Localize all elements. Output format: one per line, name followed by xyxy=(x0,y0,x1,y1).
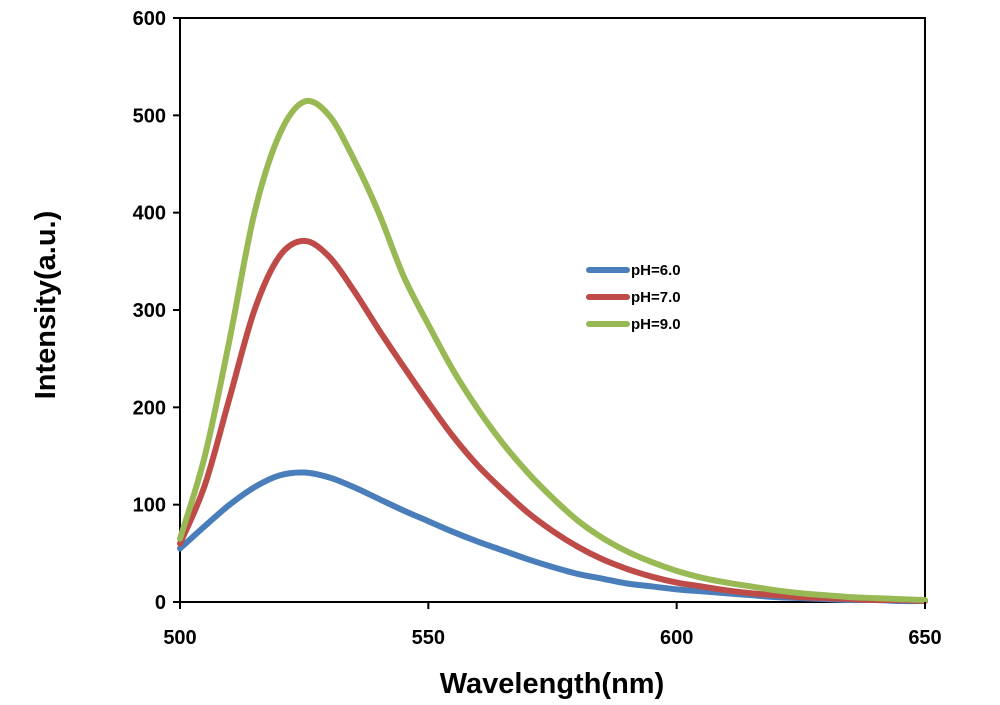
x-axis-title: Wavelength(nm) xyxy=(440,668,664,700)
x-tick-label: 650 xyxy=(908,627,941,649)
y-axis-title: Intensity(a.u.) xyxy=(30,211,62,400)
x-axis: 500 550 600 650 xyxy=(163,602,942,649)
y-tick-label: 100 xyxy=(133,495,166,517)
y-tick-label: 200 xyxy=(133,397,166,419)
legend-label: pH=9.0 xyxy=(631,316,681,333)
x-tick-label: 500 xyxy=(163,627,196,649)
y-tick-label: 500 xyxy=(133,105,166,127)
y-tick-label: 0 xyxy=(155,592,166,614)
plot-border xyxy=(179,17,926,603)
legend-label: pH=6.0 xyxy=(631,262,681,279)
y-tick-label: 400 xyxy=(133,203,166,225)
x-tick-label: 550 xyxy=(412,627,445,649)
series-line-3 xyxy=(177,97,928,604)
y-axis: 0 100 200 300 400 500 600 xyxy=(133,8,180,614)
series-layer xyxy=(177,97,928,605)
series-line-2 xyxy=(177,237,928,605)
legend: pH=6.0 pH=7.0 pH=9.0 xyxy=(586,262,681,333)
legend-label: pH=7.0 xyxy=(631,289,681,306)
x-tick-label: 600 xyxy=(660,627,693,649)
plot-area xyxy=(179,17,926,603)
y-tick-label: 300 xyxy=(133,300,166,322)
y-tick-label: 600 xyxy=(133,8,166,30)
series-line-1 xyxy=(177,469,928,605)
